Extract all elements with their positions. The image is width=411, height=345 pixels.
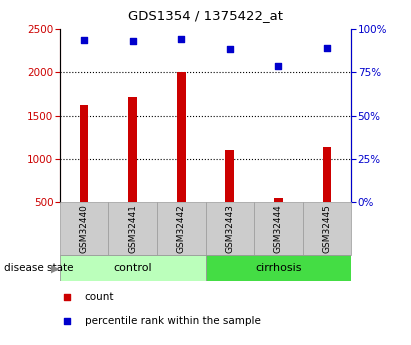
- Point: [324, 46, 330, 51]
- Bar: [157, 202, 206, 255]
- Text: disease state: disease state: [4, 263, 74, 273]
- Bar: [60, 255, 206, 281]
- Bar: [274, 198, 283, 202]
- Text: GDS1354 / 1375422_at: GDS1354 / 1375422_at: [128, 9, 283, 22]
- Point: [226, 47, 233, 52]
- Bar: [128, 97, 137, 202]
- Bar: [60, 202, 108, 255]
- Text: GSM32444: GSM32444: [274, 204, 283, 253]
- Bar: [108, 202, 157, 255]
- Text: GSM32443: GSM32443: [225, 204, 234, 253]
- Point: [352, 223, 358, 228]
- Point: [178, 36, 185, 42]
- Bar: [206, 202, 254, 255]
- Bar: [323, 147, 331, 202]
- Text: GSM32441: GSM32441: [128, 204, 137, 253]
- Bar: [177, 72, 185, 202]
- Bar: [254, 202, 303, 255]
- Text: control: control: [113, 263, 152, 273]
- Point: [352, 11, 358, 16]
- Bar: [80, 105, 88, 202]
- Point: [81, 37, 87, 42]
- Text: GSM32445: GSM32445: [323, 204, 332, 253]
- Text: percentile rank within the sample: percentile rank within the sample: [85, 316, 261, 325]
- Bar: [206, 255, 351, 281]
- Bar: [303, 202, 351, 255]
- Text: cirrhosis: cirrhosis: [255, 263, 302, 273]
- Point: [129, 38, 136, 43]
- Bar: [226, 150, 234, 202]
- Text: count: count: [85, 292, 114, 302]
- Text: ▶: ▶: [51, 263, 60, 273]
- Point: [275, 63, 282, 68]
- Text: GSM32442: GSM32442: [177, 204, 186, 253]
- Text: GSM32440: GSM32440: [79, 204, 88, 253]
